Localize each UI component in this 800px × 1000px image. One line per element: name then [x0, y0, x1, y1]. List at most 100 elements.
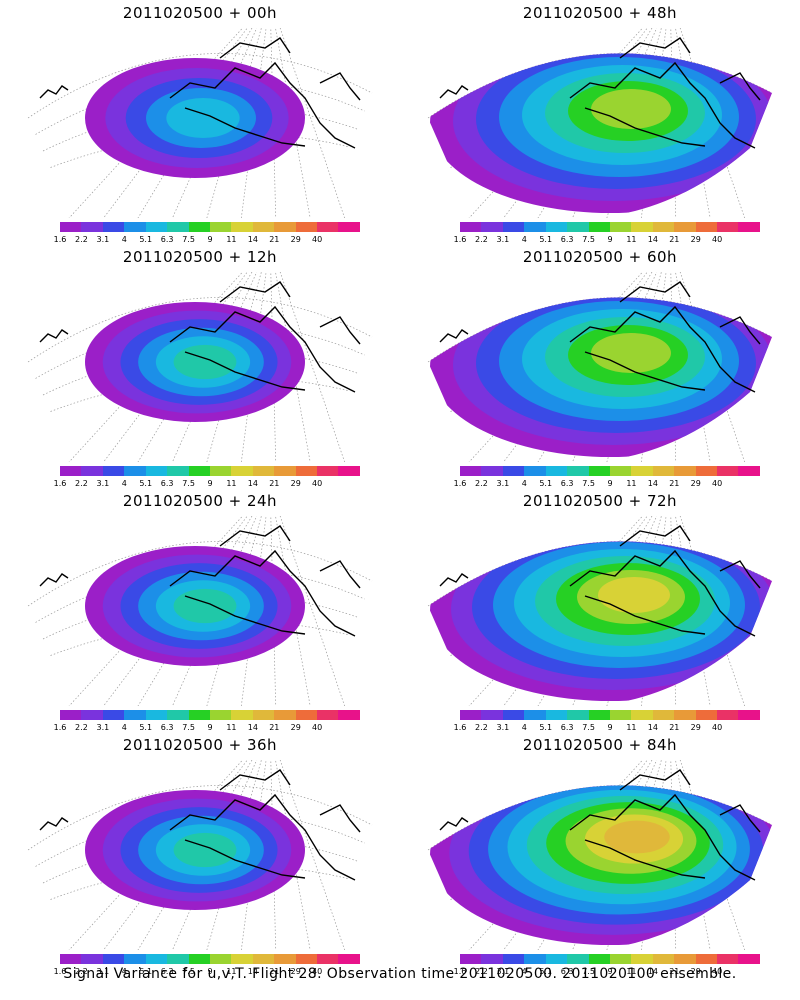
panel-title: 2011020500 + 48h	[522, 4, 678, 22]
colorbar-tick-label: 2.2	[75, 723, 88, 732]
colorbar-tick-label: 21	[269, 479, 280, 488]
colorbar-tick-label: 6.3	[160, 967, 174, 976]
colorbar-tick-label: 2.2	[475, 967, 488, 976]
colorbar-tick-label: 3.1	[96, 967, 110, 976]
colorbar-swatch	[167, 710, 189, 720]
colorbar	[60, 466, 360, 476]
variance-field	[85, 546, 305, 666]
colorbar-tick-label: 2.2	[75, 967, 88, 976]
colorbar-tick-label: 11	[626, 479, 637, 488]
colorbar-tick-label: 4	[121, 235, 127, 244]
colorbar-swatch	[145, 710, 168, 720]
map-panel: 2011020500 + 00h 1.6 2.2 3.1 4 5.1 6.3 7.5 9 11 14…	[0, 0, 400, 244]
map-panel: 2011020500 + 84h 1.6 2.2 3.1 4 5.1 6.3 7.5 9 11 14…	[400, 732, 800, 976]
colorbar-swatch	[481, 954, 503, 964]
colorbar	[460, 222, 760, 232]
colorbar-ticks: 1.6 2.2 3.1 4 5.1 6.3 7.5 9 11 14 21 29 40	[54, 479, 360, 489]
colorbar-tick-label: 29	[290, 723, 301, 732]
colorbar-tick-label: 6.3	[560, 967, 574, 976]
colorbar-swatch	[695, 222, 718, 232]
colorbar	[60, 222, 360, 232]
colorbar-tick-label: 21	[269, 723, 280, 732]
colorbar-tick-label: 6.3	[160, 235, 174, 244]
colorbar-swatch	[695, 954, 718, 964]
colorbar-swatch	[295, 710, 318, 720]
colorbar-ticks: 1.6 2.2 3.1 4 5.1 6.3 7.5 9 11 14 21 29 40	[454, 723, 760, 733]
colorbar-swatch	[652, 222, 675, 232]
variance-map	[427, 272, 773, 462]
colorbar-tick-label: 5.1	[539, 235, 553, 244]
variance-map	[27, 516, 373, 706]
colorbar-tick-label: 7.5	[582, 479, 595, 488]
colorbar-swatch	[481, 222, 503, 232]
colorbar-swatch	[695, 466, 718, 476]
variance-map	[427, 28, 773, 218]
colorbar-tick-label: 11	[226, 235, 237, 244]
colorbar-swatch	[145, 222, 168, 232]
colorbar-tick-label: 9	[607, 967, 613, 976]
colorbar-swatch	[631, 710, 653, 720]
colorbar-ticks: 1.6 2.2 3.1 4 5.1 6.3 7.5 9 11 14 21 29 40	[454, 967, 760, 977]
colorbar-tick-label: 1.6	[453, 235, 467, 244]
colorbar-swatch	[209, 710, 232, 720]
colorbar-tick-label: 11	[226, 723, 237, 732]
colorbar-tick-label: 6.3	[560, 479, 574, 488]
colorbar-swatch	[295, 222, 318, 232]
panel-title: 2011020500 + 84h	[522, 736, 678, 754]
colorbar-swatch	[338, 222, 360, 232]
colorbar-swatch	[545, 466, 568, 476]
colorbar-tick-label: 21	[669, 235, 680, 244]
colorbar-tick-label: 4	[521, 235, 527, 244]
colorbar-swatch	[631, 954, 653, 964]
colorbar-swatch	[631, 222, 653, 232]
colorbar-swatch	[102, 710, 125, 720]
colorbar-tick-label: 40	[712, 967, 723, 976]
colorbar-tick-label: 14	[647, 967, 658, 976]
colorbar-tick-label: 7.5	[182, 479, 195, 488]
colorbar-tick-label: 1.6	[453, 723, 467, 732]
coastlines	[439, 281, 761, 393]
colorbar-swatch	[545, 954, 568, 964]
colorbar-swatch	[295, 466, 318, 476]
colorbar-swatch	[274, 466, 296, 476]
variance-field	[430, 53, 772, 213]
panel-title: 2011020500 + 24h	[122, 492, 278, 510]
colorbar-tick-label: 1.6	[53, 235, 67, 244]
colorbar-tick-label: 7.5	[182, 967, 195, 976]
coastlines	[39, 769, 361, 881]
colorbar-tick-label: 4	[121, 479, 127, 488]
colorbar-swatch	[60, 466, 82, 476]
colorbar-tick-label: 5.1	[139, 479, 153, 488]
colorbar-tick-label: 14	[647, 723, 658, 732]
colorbar-tick-label: 14	[247, 479, 258, 488]
panel-title: 2011020500 + 36h	[122, 736, 278, 754]
colorbar-swatch	[209, 954, 232, 964]
colorbar-swatch	[60, 954, 82, 964]
colorbar-swatch	[588, 222, 610, 232]
colorbar-tick-label: 5.1	[539, 967, 553, 976]
colorbar-swatch	[481, 710, 503, 720]
colorbar-swatch	[317, 954, 339, 964]
colorbar-swatch	[60, 710, 82, 720]
colorbar-tick-label: 3.1	[96, 479, 110, 488]
colorbar-tick-label: 40	[712, 235, 723, 244]
colorbar-tick-label: 5.1	[539, 479, 553, 488]
colorbar-tick-label: 29	[290, 235, 301, 244]
map-panel: 2011020500 + 48h 1.6 2.2 3.1 4 5.1 6.3 7.5 9 11 14…	[400, 0, 800, 244]
colorbar-tick-label: 2.2	[475, 235, 488, 244]
variance-field	[430, 541, 772, 701]
colorbar-swatch	[502, 710, 525, 720]
colorbar-swatch	[502, 222, 525, 232]
colorbar-swatch	[588, 466, 610, 476]
colorbar-tick-label: 11	[226, 479, 237, 488]
colorbar-swatch	[252, 466, 275, 476]
colorbar-tick-label: 11	[626, 235, 637, 244]
colorbar-tick-label: 14	[647, 479, 658, 488]
colorbar-tick-label: 21	[669, 723, 680, 732]
variance-field	[85, 58, 305, 178]
variance-field	[430, 297, 772, 457]
colorbar-swatch	[738, 466, 760, 476]
colorbar-ticks: 1.6 2.2 3.1 4 5.1 6.3 7.5 9 11 14 21 29 40	[54, 235, 360, 245]
colorbar-swatch	[167, 954, 189, 964]
colorbar-tick-label: 6.3	[160, 479, 174, 488]
